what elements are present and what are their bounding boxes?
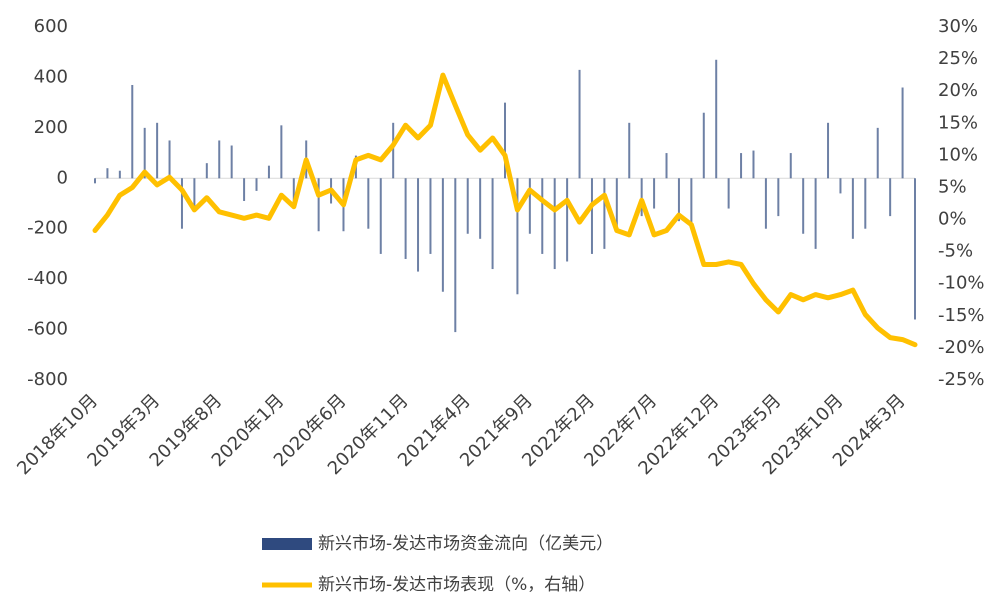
y2-tick-label: -20% [938,337,985,358]
bar [789,153,792,179]
bar [814,178,817,249]
y2-tick-label: 10% [938,144,978,165]
y2-tick-label: -25% [938,369,985,390]
y-tick-label: -800 [27,369,68,390]
bar [590,178,593,254]
y2-tick-label: 25% [938,48,978,69]
bar [876,127,879,179]
bar [541,178,544,254]
y-tick-label: 400 [34,66,68,87]
bar [578,69,581,179]
bar [118,170,121,179]
bar [504,102,506,179]
bar [392,122,395,179]
bar [417,178,420,272]
bar [764,178,767,229]
bar [516,178,519,295]
legend-swatch [262,538,312,550]
bar [180,178,183,229]
bar [317,178,320,232]
bar [566,178,569,262]
y2-tick-label: 5% [938,176,967,197]
bar [628,122,631,179]
bar [528,178,531,234]
bar [851,178,854,239]
bar [802,178,805,234]
bar [715,59,718,179]
bar [441,178,444,292]
bar [752,150,755,179]
line [92,72,918,348]
bar [404,178,407,259]
y2-tick-label: -5% [938,241,973,262]
bar [255,178,258,191]
y-tick-label: -400 [27,268,68,289]
y-tick-label: 600 [34,16,68,37]
bar [280,125,283,179]
bar [640,178,643,217]
bar [839,178,842,194]
bar [131,84,134,179]
bar [702,112,705,179]
bar [94,178,96,184]
bar [727,178,730,209]
bar [218,140,221,179]
bar [429,178,432,254]
y-tick-label: 200 [34,117,68,138]
bar [156,122,159,179]
y2-tick-label: -10% [938,273,985,294]
bar [777,178,780,217]
bar [243,178,246,201]
y-tick-label: -600 [27,319,68,340]
bar [665,153,668,179]
bar [740,153,743,179]
bar [553,178,556,270]
y2-tick-label: 15% [938,112,978,133]
x-tick-label: 2018年10月 [13,390,102,479]
bar [889,178,892,217]
bar [143,127,146,179]
bar [827,122,830,179]
bar [466,178,469,234]
bar [168,140,171,179]
bar [901,87,904,179]
bar [491,178,494,270]
bar [454,178,457,333]
y2-tick-label: 0% [938,209,967,230]
bar [106,168,109,179]
bar [653,178,656,209]
bar [267,165,270,179]
bar [379,178,382,254]
bar [367,178,370,229]
y2-tick-label: 20% [938,80,978,101]
bar [864,178,867,229]
bar [479,178,482,239]
bar [193,178,196,209]
bar [603,178,606,249]
y2-tick-label: -15% [938,305,985,326]
y-tick-label: -200 [27,218,68,239]
y2-tick-label: 30% [938,16,978,37]
legend-label: 新兴市场-发达市场资金流向（亿美元） [318,534,613,554]
y-tick-label: 0 [57,167,68,188]
bar [292,178,295,204]
legend-label: 新兴市场-发达市场表现（%，右轴） [318,575,595,595]
bar [677,178,680,222]
bar [690,178,693,229]
bar [205,163,208,179]
bar [914,178,916,320]
bar [615,178,618,229]
bar [230,145,233,179]
